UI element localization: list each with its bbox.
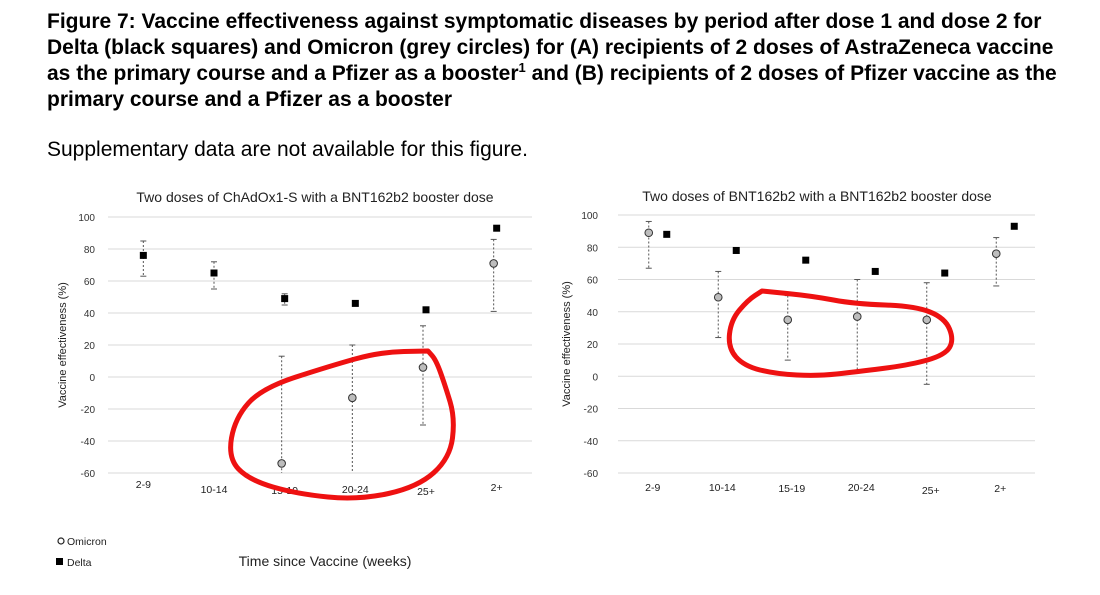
omicron-point	[991, 249, 1001, 258]
y-tick-label: 0	[592, 372, 598, 383]
delta-point	[802, 256, 810, 264]
omicron-point	[783, 315, 793, 325]
x-tick-label: 2-9	[136, 479, 151, 491]
omicron-point	[644, 228, 654, 238]
x-tick-label: 20-24	[848, 482, 875, 494]
chart-title: Two doses of BNT162b2 with a BNT162b2 bo…	[642, 188, 992, 204]
footnote-marker: 1	[518, 60, 526, 75]
omicron-point	[489, 259, 498, 268]
y-tick-label: 0	[89, 373, 95, 384]
delta-point	[1010, 222, 1018, 230]
delta-point	[210, 269, 218, 277]
y-tick-label: -20	[81, 405, 96, 416]
y-tick-label: 100	[78, 213, 95, 224]
y-tick-label: 80	[84, 245, 96, 256]
omicron-point	[418, 363, 428, 372]
x-tick-label: 2-9	[645, 482, 660, 494]
x-axis-label: Time since Vaccine (weeks)	[239, 553, 412, 569]
y-tick-label: -60	[81, 469, 96, 480]
x-tick-label: 25+	[922, 485, 940, 497]
y-tick-label: 100	[581, 211, 598, 222]
omicron-point	[713, 292, 723, 302]
x-tick-label: 25+	[417, 486, 435, 498]
red-annotation-ring	[726, 288, 955, 378]
y-axis-label: Vaccine effectiveness (%)	[57, 282, 69, 408]
legend-delta-marker	[56, 558, 63, 565]
y-tick-label: 60	[84, 277, 96, 288]
delta-point	[732, 246, 740, 254]
y-tick-label: 60	[587, 276, 599, 287]
delta-point	[422, 306, 430, 314]
y-tick-label: -40	[81, 437, 96, 448]
y-tick-label: 20	[84, 341, 96, 352]
figure-title-main: Figure 7: Vaccine effectiveness against …	[47, 10, 1054, 85]
delta-point	[941, 269, 949, 277]
omicron-point	[348, 393, 357, 403]
x-tick-label: 2+	[491, 482, 503, 494]
x-tick-label: 10-14	[709, 482, 736, 494]
y-tick-label: -60	[584, 469, 599, 480]
delta-point	[139, 251, 147, 259]
delta-point	[493, 224, 501, 232]
figure-title-tail: and (B) recipients of 2 doses of Pfizer …	[47, 62, 1057, 111]
delta-point	[281, 295, 289, 303]
legend-omicron-marker	[57, 537, 65, 545]
delta-point	[351, 299, 359, 307]
omicron-point	[922, 315, 932, 325]
x-tick-label: 15-19	[778, 483, 805, 495]
y-tick-label: 20	[587, 340, 599, 351]
delta-point	[663, 230, 671, 238]
y-tick-label: 40	[587, 308, 599, 319]
y-tick-label: -40	[584, 437, 599, 448]
omicron-point	[277, 459, 286, 468]
figure-title: Figure 7: Vaccine effectiveness against …	[47, 9, 1077, 113]
x-tick-label: 20-24	[342, 484, 369, 496]
red-annotation-ring	[228, 348, 456, 501]
chart-title: Two doses of ChAdOx1-S with a BNT162b2 b…	[136, 189, 493, 205]
y-tick-label: 80	[587, 243, 599, 254]
legend-omicron-label: Omicron	[67, 536, 107, 548]
x-tick-label: 2+	[994, 483, 1006, 495]
y-tick-label: 40	[84, 309, 96, 320]
x-tick-label: 10-14	[201, 484, 228, 496]
omicron-point	[852, 312, 862, 321]
supplementary-note: Supplementary data are not available for…	[47, 138, 528, 161]
legend-delta-label: Delta	[67, 557, 92, 569]
delta-point	[871, 267, 879, 275]
y-axis-label: Vaccine effectiveness (%)	[561, 281, 573, 407]
y-tick-label: -20	[584, 405, 599, 416]
